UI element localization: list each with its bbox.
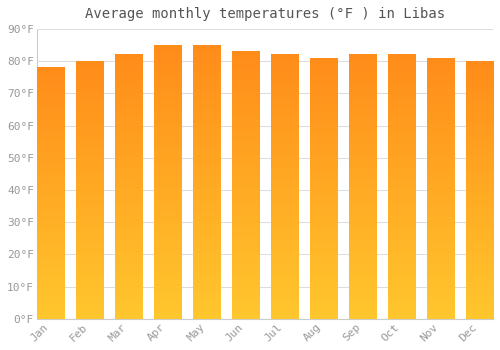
Bar [76,61,103,319]
Bar [310,58,337,319]
Bar [427,58,454,319]
Bar [36,68,64,319]
Bar [154,45,181,319]
Bar [348,55,376,319]
Bar [192,45,220,319]
Title: Average monthly temperatures (°F ) in Libas: Average monthly temperatures (°F ) in Li… [85,7,445,21]
Bar [114,55,142,319]
Bar [466,61,493,319]
Bar [270,55,298,319]
Bar [232,51,259,319]
Bar [388,55,415,319]
